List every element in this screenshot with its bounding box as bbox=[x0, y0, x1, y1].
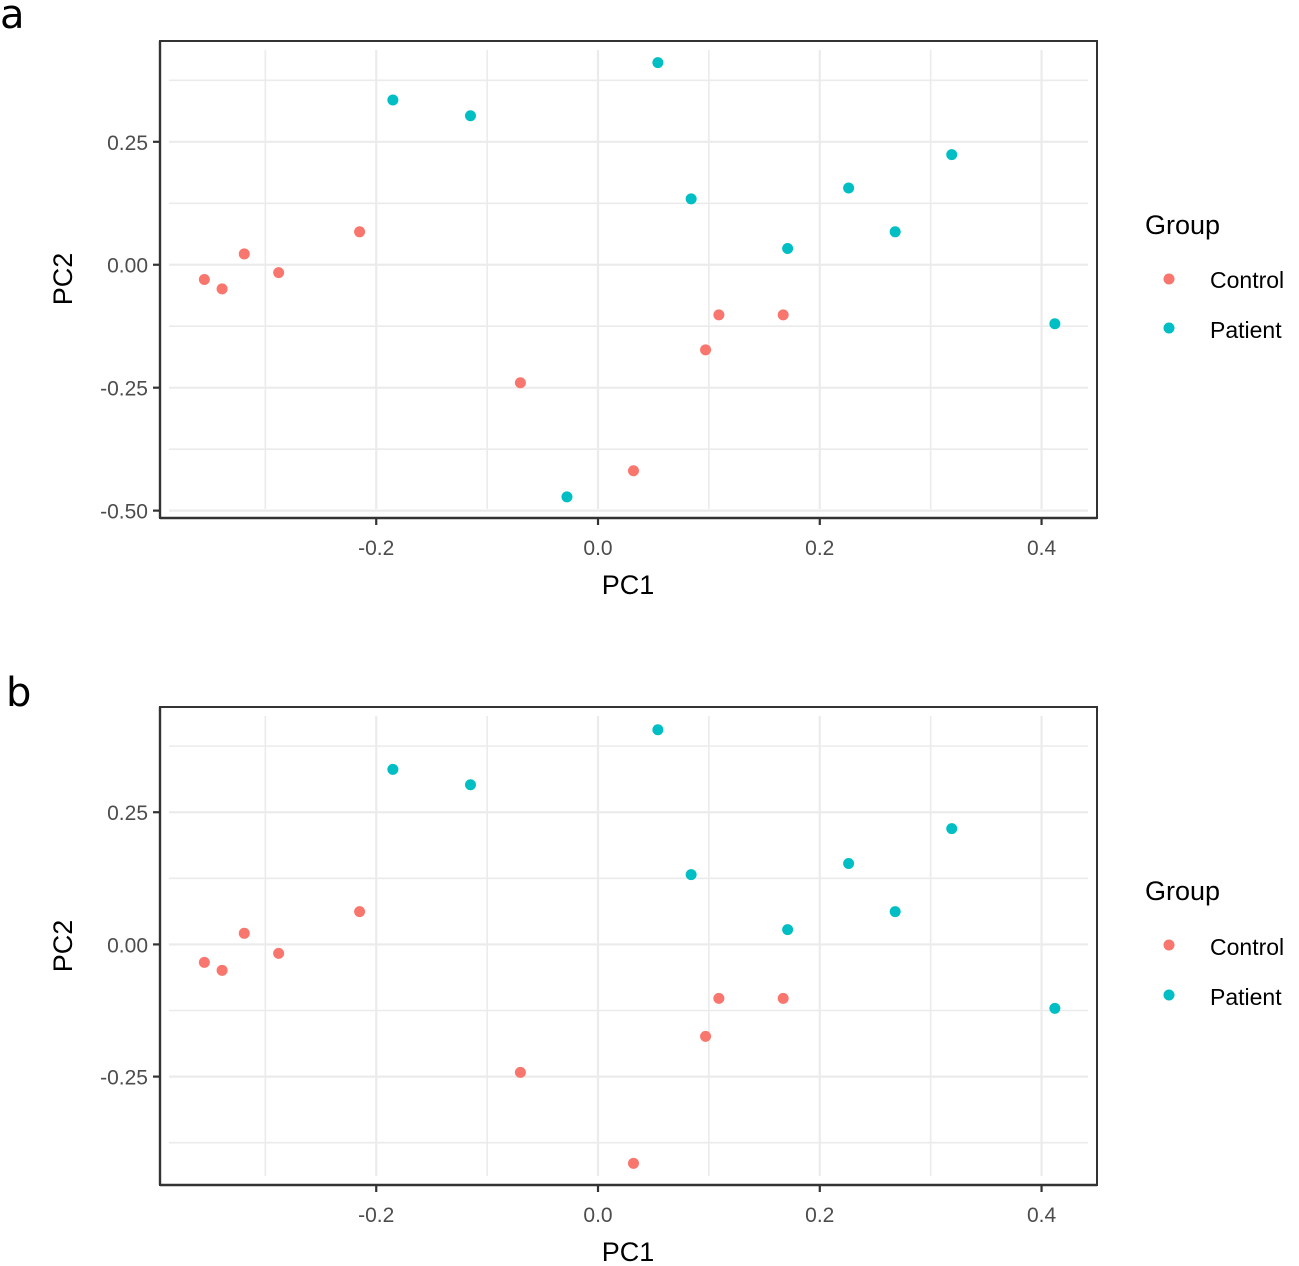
panel-a: a -0.2 0.0 0.2 0.4 0.25 0.00 -0.25 -0.50 PC1 PC… bbox=[0, 0, 1284, 600]
panel-a-legend-key-control bbox=[1163, 273, 1175, 285]
panel-b-point-control bbox=[777, 992, 789, 1004]
panel-a-y-tick-label: 0.25 bbox=[107, 132, 148, 155]
panel-a-point-patient bbox=[946, 149, 958, 161]
panel-b-gridlines bbox=[169, 716, 1088, 1176]
panel-a-point-patient bbox=[464, 110, 476, 122]
panel-a-point-control bbox=[627, 465, 639, 477]
panel-a-point-patient bbox=[889, 226, 901, 238]
panel-a-point-control bbox=[198, 274, 210, 285]
panel-a-point-control bbox=[216, 283, 228, 295]
panel-b-x-tick-label: -0.2 bbox=[358, 1204, 394, 1227]
panel-b-point-patient bbox=[782, 924, 794, 936]
panel-a-point-control bbox=[777, 309, 789, 321]
panel-a-point-patient bbox=[685, 193, 697, 205]
panel-b: b -0.2 0.0 0.2 0.4 0.25 0.00 -0.25 PC1 PC2 Gro… bbox=[6, 670, 1284, 1266]
panel-b-point-patient bbox=[652, 724, 664, 736]
panel-b-x-axis-title: PC1 bbox=[602, 1237, 655, 1266]
panel-b-point-control bbox=[354, 906, 366, 918]
panel-a-legend-label-patient: Patient bbox=[1210, 317, 1282, 343]
panel-b-legend-label-patient: Patient bbox=[1210, 984, 1282, 1010]
panel-a-y-tick-label: -0.25 bbox=[100, 378, 148, 401]
panel-a-legend-key-patient bbox=[1163, 322, 1175, 334]
panel-b-point-control bbox=[514, 1066, 526, 1078]
panel-b-x-tick-label: 0.0 bbox=[583, 1204, 612, 1227]
panel-b-legend-label-control: Control bbox=[1210, 934, 1284, 960]
panel-b-point-patient bbox=[387, 763, 399, 775]
panel-b-y-axis-title: PC2 bbox=[48, 920, 78, 973]
panel-b-y-tick-label: 0.25 bbox=[107, 802, 148, 825]
panel-b-point-control bbox=[700, 1030, 712, 1042]
panel-b-point-control bbox=[216, 964, 228, 976]
panel-b-point-control bbox=[713, 992, 725, 1004]
panel-a-x-tick-label: -0.2 bbox=[358, 537, 394, 560]
panel-a-legend-label-control: Control bbox=[1210, 267, 1284, 293]
panel-a-point-control bbox=[700, 344, 712, 356]
panel-a-legend-title: Group bbox=[1145, 210, 1220, 240]
panel-a-x-tick-label: 0.0 bbox=[583, 537, 612, 560]
panel-b-point-patient bbox=[946, 823, 958, 835]
panel-a-x-tick-label: 0.2 bbox=[805, 537, 834, 560]
panel-a-point-control bbox=[273, 267, 285, 279]
panel-a-point-patient bbox=[1049, 318, 1061, 330]
panel-b-point-control bbox=[273, 947, 285, 959]
panel-b-point-control bbox=[238, 927, 250, 939]
panel-b-label: b bbox=[6, 670, 31, 716]
panel-b-point-patient bbox=[464, 779, 476, 791]
panel-b-legend-key-control bbox=[1163, 939, 1175, 951]
panel-b-border bbox=[159, 706, 1098, 1186]
panel-b-legend: Group Control Patient bbox=[1145, 876, 1284, 1010]
panel-a-label: a bbox=[0, 0, 25, 38]
panel-a-point-control bbox=[238, 248, 250, 260]
panel-b-y-tick-label: 0.00 bbox=[107, 934, 148, 957]
panel-b-point-control bbox=[198, 956, 210, 968]
panel-b-point-patient bbox=[889, 906, 901, 918]
panel-a-point-patient bbox=[561, 491, 573, 503]
panel-b-y-tick-label: -0.25 bbox=[100, 1067, 148, 1090]
panel-b-x-tick-label: 0.2 bbox=[805, 1204, 834, 1227]
panel-a-border bbox=[159, 40, 1098, 519]
panel-b-point-control bbox=[627, 1157, 639, 1169]
panel-a-ticks: -0.2 0.0 0.2 0.4 0.25 0.00 -0.25 -0.50 bbox=[100, 132, 1056, 560]
panel-b-legend-key-patient bbox=[1163, 989, 1175, 1001]
panel-a-legend: Group Control Patient bbox=[1145, 210, 1284, 343]
panel-b-ticks: -0.2 0.0 0.2 0.4 0.25 0.00 -0.25 bbox=[100, 802, 1056, 1227]
panel-a-point-control bbox=[354, 226, 366, 238]
panel-b-point-patient bbox=[1049, 1002, 1061, 1014]
panel-a-point-patient bbox=[652, 57, 664, 69]
panel-a-y-axis-title: PC2 bbox=[48, 253, 78, 306]
panel-a-point-control bbox=[713, 309, 725, 321]
panel-b-x-tick-label: 0.4 bbox=[1027, 1204, 1057, 1227]
panel-b-points bbox=[198, 724, 1061, 1169]
panel-a-gridlines bbox=[169, 50, 1088, 512]
panel-a-point-patient bbox=[782, 243, 794, 255]
panel-a-y-tick-label: -0.50 bbox=[100, 501, 148, 524]
panel-a-point-patient bbox=[843, 182, 855, 194]
panel-b-legend-title: Group bbox=[1145, 876, 1220, 906]
panel-b-point-patient bbox=[843, 858, 855, 870]
panel-a-y-tick-label: 0.00 bbox=[107, 255, 148, 278]
panel-a-point-patient bbox=[387, 94, 399, 106]
panel-a-x-axis-title: PC1 bbox=[602, 570, 655, 600]
panel-b-point-patient bbox=[685, 869, 697, 881]
panel-a-point-control bbox=[514, 377, 526, 389]
panel-a-x-tick-label: 0.4 bbox=[1027, 537, 1057, 560]
panel-a-points bbox=[198, 57, 1061, 503]
